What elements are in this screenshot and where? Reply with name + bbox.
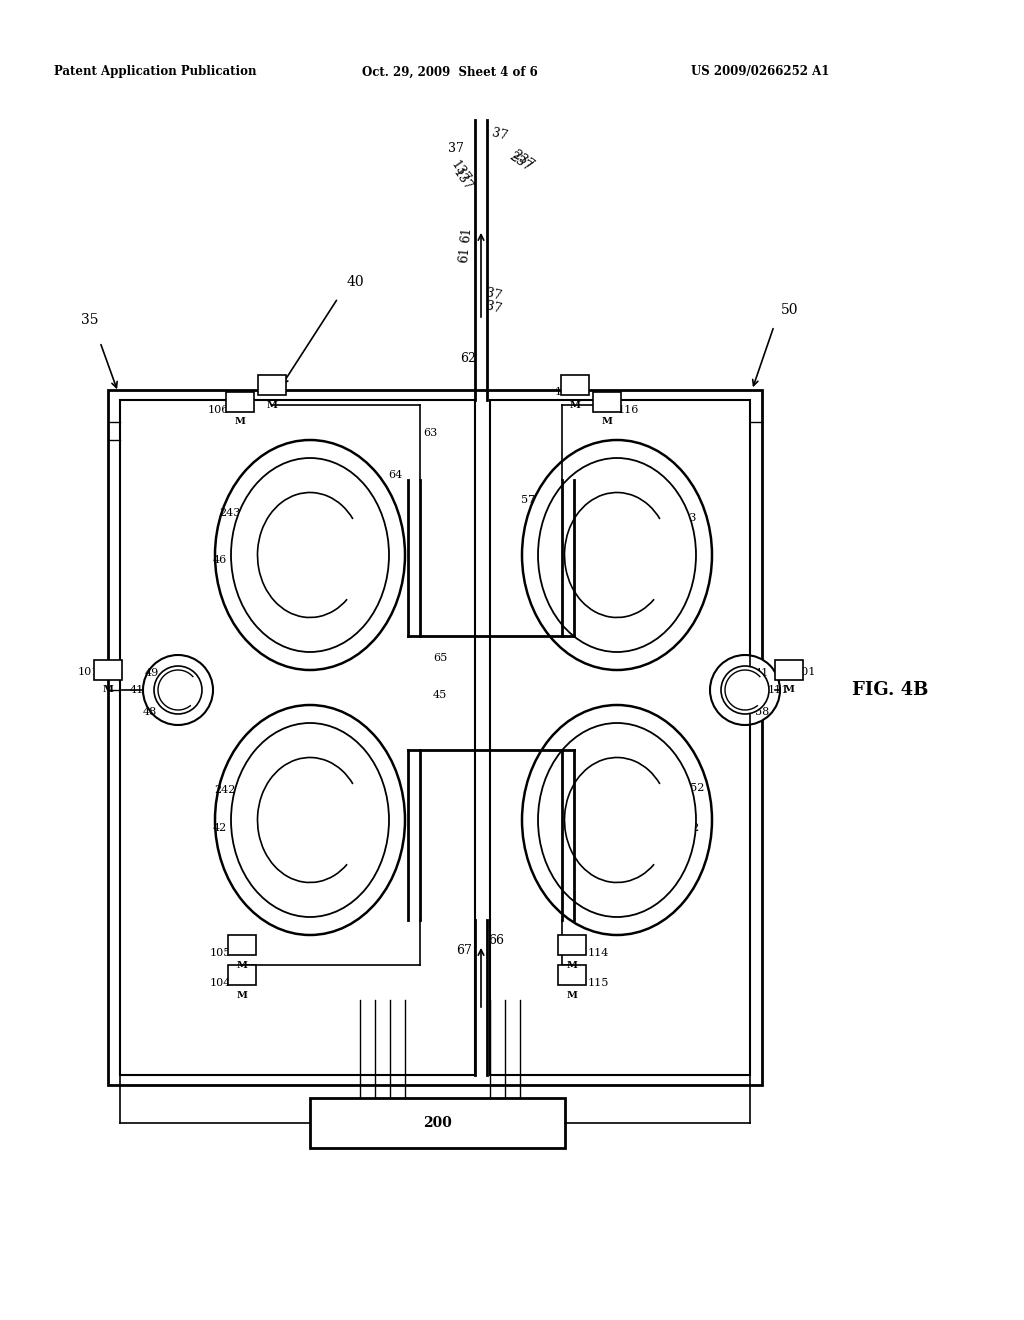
Text: 35: 35 (81, 313, 98, 327)
Bar (108, 389, 762, 1085)
Text: 48: 48 (143, 708, 157, 717)
Bar (226, 392, 254, 412)
Text: 111: 111 (767, 685, 788, 696)
Text: 105: 105 (209, 948, 230, 958)
Text: 41: 41 (755, 668, 769, 678)
Text: M: M (237, 961, 248, 969)
Ellipse shape (721, 667, 769, 714)
Text: 37: 37 (490, 127, 509, 144)
Text: 42: 42 (213, 822, 227, 833)
Bar (94, 660, 122, 680)
Ellipse shape (215, 440, 406, 671)
Text: 114: 114 (588, 948, 608, 958)
Bar (228, 935, 256, 954)
Bar (561, 375, 589, 395)
Text: 101: 101 (78, 667, 98, 677)
Text: 57: 57 (521, 495, 536, 506)
Ellipse shape (215, 705, 406, 935)
Text: M: M (234, 417, 246, 426)
Bar (593, 392, 621, 412)
Text: 67: 67 (456, 944, 472, 957)
Text: M: M (601, 417, 612, 426)
Text: M: M (237, 990, 248, 999)
Text: 41: 41 (130, 685, 144, 696)
Text: 37: 37 (449, 141, 464, 154)
Text: M: M (566, 990, 578, 999)
Text: M: M (566, 961, 578, 969)
Ellipse shape (538, 723, 696, 917)
Text: 65: 65 (433, 653, 447, 663)
Ellipse shape (522, 705, 712, 935)
Bar (120, 400, 475, 1074)
Bar (258, 375, 286, 395)
Text: 253: 253 (675, 513, 696, 523)
Text: 61: 61 (459, 227, 473, 243)
Text: M: M (102, 685, 114, 694)
Text: 46: 46 (213, 554, 227, 565)
Text: 237: 237 (510, 148, 537, 172)
Text: 50: 50 (781, 304, 799, 317)
Ellipse shape (154, 667, 202, 714)
Text: 52: 52 (685, 822, 699, 833)
Text: 107: 107 (257, 387, 279, 397)
Text: M: M (783, 685, 795, 694)
Ellipse shape (143, 655, 213, 725)
Ellipse shape (710, 655, 780, 725)
Text: 115: 115 (588, 978, 608, 987)
Text: 55: 55 (596, 470, 610, 480)
Text: 53: 53 (663, 527, 677, 537)
Text: 104: 104 (209, 978, 230, 987)
Text: 44: 44 (241, 803, 255, 813)
Text: 64: 64 (388, 470, 402, 480)
Text: 242: 242 (214, 785, 236, 795)
Ellipse shape (538, 458, 696, 652)
Text: 43: 43 (248, 523, 262, 533)
Bar (228, 965, 256, 985)
Text: 40: 40 (346, 275, 364, 289)
Text: 58: 58 (755, 708, 769, 717)
Ellipse shape (522, 440, 712, 671)
Text: 137: 137 (447, 158, 472, 186)
Text: 66: 66 (488, 933, 504, 946)
Text: 54: 54 (669, 803, 683, 813)
Text: 106: 106 (207, 405, 228, 414)
Text: 243: 243 (219, 508, 241, 517)
Text: 45: 45 (433, 690, 447, 700)
Text: M: M (569, 400, 581, 409)
Text: 252: 252 (683, 783, 705, 793)
Text: 62: 62 (460, 351, 476, 364)
Bar (310, 1098, 565, 1148)
Text: 63: 63 (423, 428, 437, 438)
Text: 49: 49 (144, 668, 159, 678)
Text: 56: 56 (678, 543, 692, 553)
Text: FIG. 4B: FIG. 4B (852, 681, 928, 700)
Text: 37: 37 (484, 300, 504, 317)
Ellipse shape (231, 458, 389, 652)
Text: Patent Application Publication: Patent Application Publication (53, 66, 256, 78)
Text: US 2009/0266252 A1: US 2009/0266252 A1 (691, 66, 829, 78)
Text: 61: 61 (457, 247, 471, 264)
Bar (490, 400, 750, 1074)
Text: 117: 117 (554, 387, 575, 397)
Text: 116: 116 (617, 405, 639, 414)
Bar (558, 935, 586, 954)
Text: 37: 37 (484, 286, 504, 304)
Text: 137: 137 (450, 166, 474, 194)
Text: Oct. 29, 2009  Sheet 4 of 6: Oct. 29, 2009 Sheet 4 of 6 (362, 66, 538, 78)
Bar (775, 660, 803, 680)
Text: 101: 101 (795, 667, 816, 677)
Text: 237: 237 (507, 150, 534, 174)
Bar (558, 965, 586, 985)
Text: M: M (266, 400, 278, 409)
Text: 59: 59 (660, 565, 675, 576)
Text: 200: 200 (423, 1115, 452, 1130)
Ellipse shape (231, 723, 389, 917)
